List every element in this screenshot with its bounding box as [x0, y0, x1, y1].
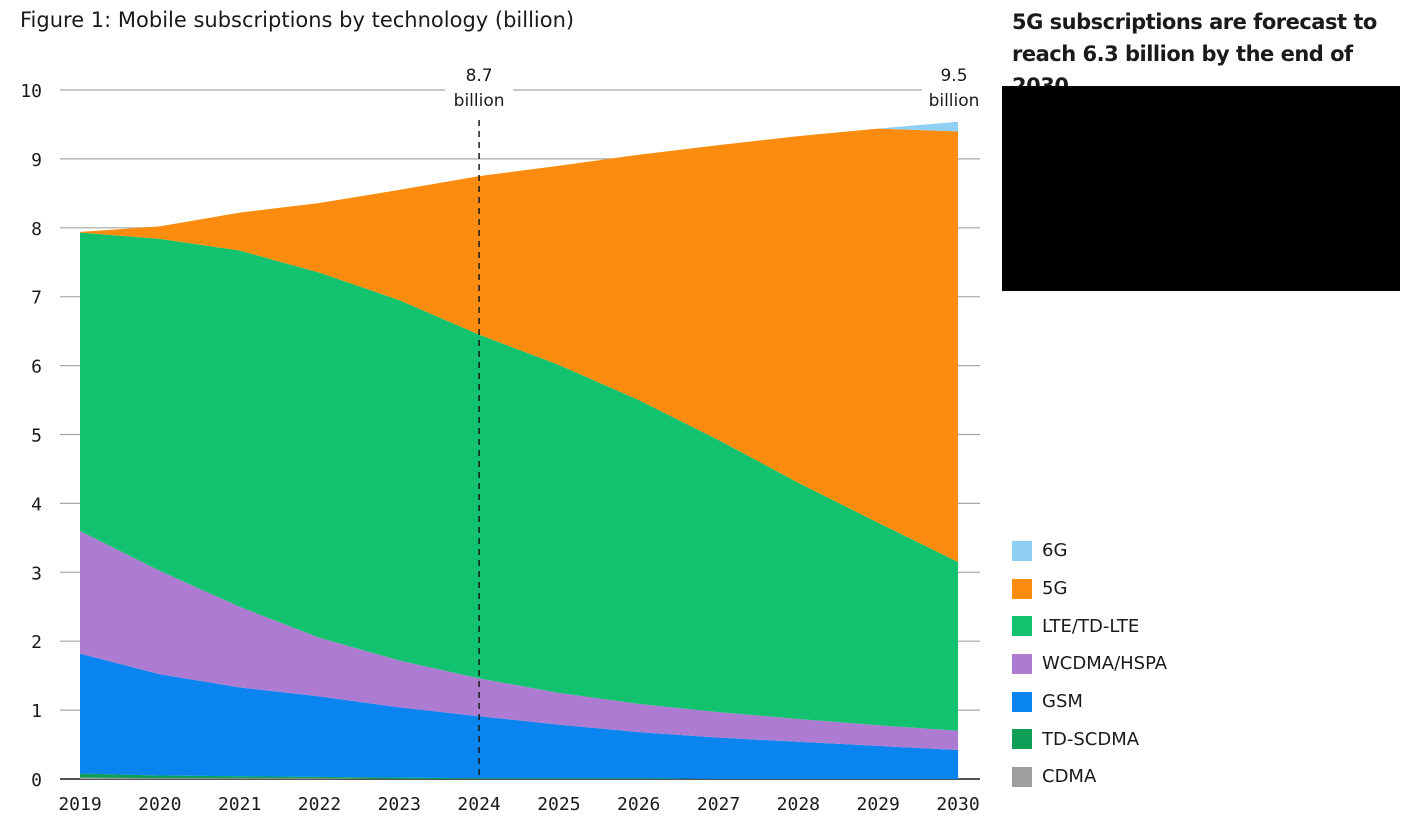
legend-swatch — [1012, 578, 1032, 599]
y-tick-label: 2 — [31, 632, 42, 653]
legend-swatch — [1012, 766, 1032, 787]
y-tick-label: 3 — [31, 563, 42, 584]
legend-item: 5G — [1012, 570, 1167, 608]
y-tick-label: 6 — [31, 357, 42, 378]
x-tick-label: 2024 — [457, 794, 500, 815]
area-td-scdma — [80, 773, 958, 779]
stacked-areas — [80, 121, 958, 779]
y-tick-label: 1 — [31, 701, 42, 722]
annotation-backdrop — [445, 62, 514, 118]
y-tick-label: 7 — [31, 288, 42, 309]
y-axis-ticks: 0 1 2 3 4 5 6 7 8 9 10 — [20, 81, 42, 791]
y-tick-label: 10 — [20, 81, 42, 102]
annotations: 8.7 billion 9.5 billion — [445, 62, 992, 779]
legend-label: 5G — [1042, 578, 1068, 600]
headline-text: 5G subscriptions are forecast to reach 6… — [1012, 10, 1377, 98]
x-tick-label: 2022 — [298, 794, 341, 815]
y-tick-label: 0 — [31, 770, 42, 791]
legend-item: GSM — [1012, 683, 1167, 721]
y-tick-label: 8 — [31, 219, 42, 240]
area-5g — [80, 128, 958, 562]
legend-item: 6G — [1012, 532, 1167, 570]
legend-item: LTE/TD-LTE — [1012, 607, 1167, 645]
legend-item: TD-SCDMA — [1012, 720, 1167, 758]
legend-swatch — [1012, 691, 1032, 712]
x-tick-label: 2030 — [936, 794, 979, 815]
redacted-image — [1002, 86, 1400, 291]
annotation-unit: billion — [454, 91, 505, 111]
legend-swatch — [1012, 540, 1032, 561]
annotation-value: 8.7 — [466, 66, 493, 86]
area-cdma — [80, 777, 958, 779]
x-tick-label: 2028 — [777, 794, 820, 815]
legend-label: WCDMA/HSPA — [1042, 653, 1168, 675]
legend-label: CDMA — [1042, 766, 1097, 788]
x-tick-label: 2021 — [218, 794, 261, 815]
legend-swatch — [1012, 616, 1032, 637]
legend-swatch — [1012, 653, 1032, 674]
legend-label: LTE/TD-LTE — [1042, 615, 1140, 637]
annotation-value: 9.5 — [940, 66, 967, 86]
annotation-backdrop — [922, 62, 992, 112]
y-tick-label: 4 — [31, 494, 42, 515]
x-tick-label: 2029 — [857, 794, 900, 815]
x-axis-ticks: 2019 2020 2021 2022 2023 2024 2025 2026 2027 2028… — [58, 794, 979, 815]
legend-item: CDMA — [1012, 758, 1167, 796]
x-tick-label: 2019 — [58, 794, 101, 815]
x-tick-label: 2026 — [617, 794, 660, 815]
y-tick-label: 5 — [31, 426, 42, 447]
legend: 6G 5G LTE/TD-LTE WCDMA/HSPA GSM TD-SCDMA CDMA — [1012, 532, 1167, 796]
x-tick-label: 2020 — [138, 794, 181, 815]
area-lte-td-lte — [80, 232, 958, 731]
x-tick-label: 2025 — [537, 794, 580, 815]
legend-label: GSM — [1042, 691, 1083, 713]
y-tick-label: 9 — [31, 150, 42, 171]
legend-label: TD-SCDMA — [1042, 728, 1140, 750]
x-tick-label: 2027 — [697, 794, 740, 815]
area-wcdma-hspa — [80, 530, 958, 751]
x-tick-label: 2023 — [378, 794, 421, 815]
area-gsm — [80, 653, 958, 779]
legend-label: 6G — [1042, 540, 1068, 562]
chart-title: Figure 1: Mobile subscriptions by techno… — [20, 8, 575, 32]
legend-item: WCDMA/HSPA — [1012, 645, 1167, 683]
area-chart: 0 1 2 3 4 5 6 7 8 9 10 2019 2020 2021 2022 2023 2024 202… — [20, 62, 992, 815]
annotation-unit: billion — [929, 91, 980, 111]
legend-swatch — [1012, 729, 1032, 750]
